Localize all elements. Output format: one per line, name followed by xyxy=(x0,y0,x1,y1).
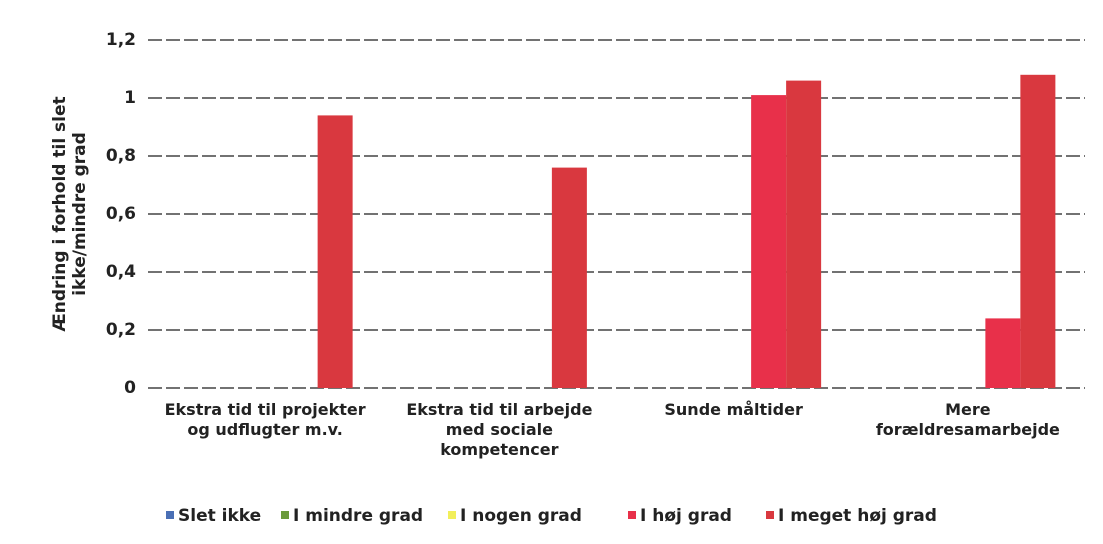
bar xyxy=(786,80,822,388)
legend-swatch xyxy=(166,511,174,519)
y-tick-label: 0,4 xyxy=(106,262,136,282)
legend-swatch xyxy=(766,511,774,519)
legend-swatch xyxy=(281,511,289,519)
bar xyxy=(751,95,787,388)
x-tick-label: Ekstra tid til projekter og udflugter m.… xyxy=(164,400,366,439)
y-tick-label: 1,2 xyxy=(106,30,136,50)
x-tick-label: Sunde måltider xyxy=(664,400,803,419)
x-tick-label: Mere forældresamarbejde xyxy=(875,400,1060,439)
y-axis-label-line: Ændring i forhold til slet xyxy=(50,96,70,331)
y-axis-label: Ændring i forhold til sletikke/mindre gr… xyxy=(50,96,90,331)
x-tick-label: Ekstra tid til arbejde med sociale kompe… xyxy=(406,400,593,459)
bar xyxy=(317,115,353,389)
y-axis-label-line: ikke/mindre grad xyxy=(70,132,90,296)
legend-label: I nogen grad xyxy=(460,506,582,526)
legend-swatch xyxy=(448,511,456,519)
y-tick-label: 0,2 xyxy=(106,320,136,340)
legend-label: I meget høj grad xyxy=(778,506,937,526)
y-tick-label: 0,6 xyxy=(106,204,136,224)
legend-swatch xyxy=(628,511,636,519)
y-tick-label: 0 xyxy=(124,378,136,398)
y-tick-label: 0,8 xyxy=(106,146,136,166)
legend-label: I mindre grad xyxy=(293,506,423,526)
bar xyxy=(985,318,1021,388)
bar xyxy=(551,167,587,388)
legend-label: I høj grad xyxy=(640,506,732,526)
legend-label: Slet ikke xyxy=(178,506,261,526)
y-tick-label: 1 xyxy=(124,88,136,108)
bar xyxy=(1020,74,1056,389)
